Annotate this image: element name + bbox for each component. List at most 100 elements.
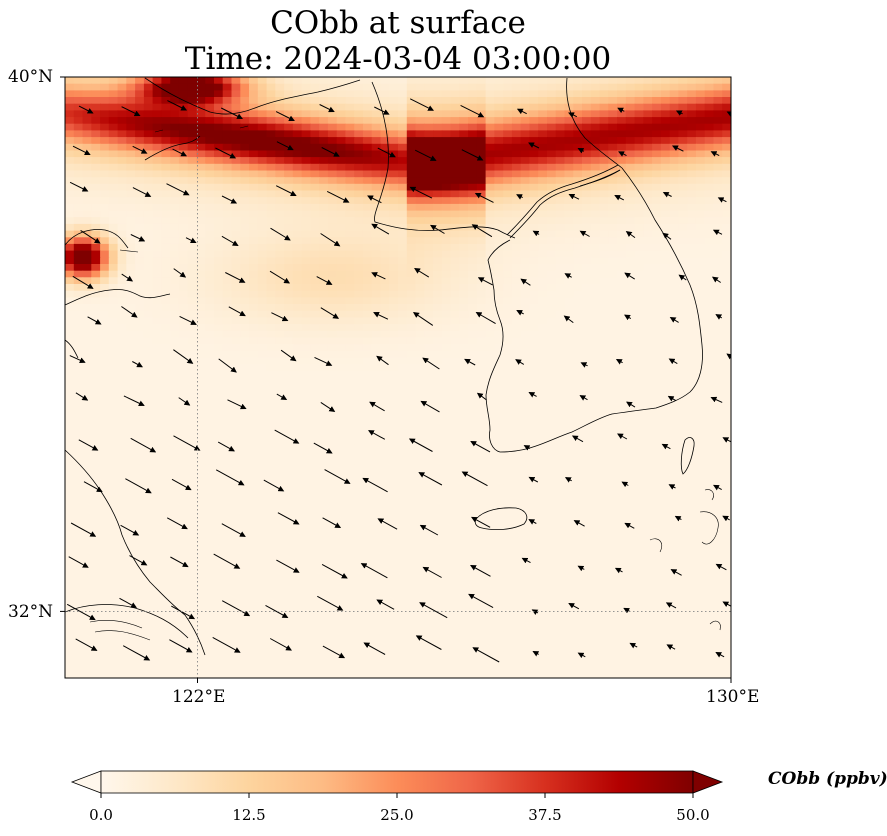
field-cell <box>301 424 311 432</box>
field-cell <box>362 437 373 445</box>
field-cell <box>459 217 469 225</box>
field-cell <box>65 90 75 98</box>
field-cell <box>336 237 347 245</box>
field-cell <box>652 123 662 131</box>
field-cell <box>660 404 671 412</box>
field-cell <box>257 437 268 445</box>
field-cell <box>590 357 601 365</box>
field-cell <box>573 337 583 345</box>
field-cell <box>178 370 189 379</box>
field-cell <box>398 384 408 392</box>
field-cell <box>669 190 680 198</box>
field-cell <box>713 197 723 205</box>
field-cell <box>152 90 162 98</box>
field-cell <box>564 324 574 332</box>
field-cell <box>494 330 504 339</box>
field-cell <box>722 110 731 118</box>
field-cell <box>240 344 250 352</box>
field-cell <box>187 444 198 452</box>
field-cell <box>65 370 75 379</box>
field-cell <box>608 397 618 405</box>
field-cell <box>187 177 198 185</box>
field-cell <box>336 230 347 238</box>
field-cell <box>310 304 320 312</box>
field-cell <box>362 330 373 339</box>
field-cell <box>327 497 338 505</box>
field-cell <box>573 290 583 298</box>
field-cell <box>634 143 644 152</box>
field-cell <box>117 250 127 258</box>
field-cell <box>625 177 636 185</box>
field-cell <box>170 350 180 359</box>
field-cell <box>573 330 583 339</box>
field-cell <box>643 217 653 225</box>
field-cell <box>441 90 452 98</box>
field-cell <box>511 497 522 505</box>
field-cell <box>503 217 513 225</box>
field-cell <box>643 364 653 372</box>
field-cell <box>529 243 539 252</box>
field-cell <box>389 350 399 359</box>
field-cell <box>704 123 715 131</box>
field-cell <box>310 451 320 459</box>
field-cell <box>415 250 425 258</box>
field-cell <box>91 437 101 445</box>
field-cell <box>476 297 487 305</box>
field-cell <box>503 357 513 365</box>
field-cell <box>187 90 198 98</box>
field-cell <box>590 277 601 285</box>
field-cell <box>599 137 609 145</box>
field-cell <box>599 304 609 312</box>
field-cell <box>310 137 320 145</box>
field-cell <box>459 404 469 412</box>
field-cell <box>450 210 460 218</box>
field-cell <box>275 337 285 345</box>
field-cell <box>433 384 443 392</box>
field-cell <box>354 497 364 505</box>
field-cell <box>459 143 469 152</box>
field-cell <box>336 430 347 439</box>
field-cell <box>275 297 285 305</box>
field-cell <box>345 370 355 379</box>
field-cell <box>669 430 680 439</box>
field-cell <box>424 97 434 105</box>
field-cell <box>170 110 180 118</box>
field-cell <box>143 264 154 272</box>
field-cell <box>266 170 276 178</box>
field-cell <box>625 330 636 339</box>
field-cell <box>249 117 259 125</box>
field-cell <box>582 237 592 245</box>
field-cell <box>398 223 408 232</box>
field-cell <box>214 317 224 325</box>
field-cell <box>284 357 294 365</box>
field-cell <box>529 350 539 359</box>
field-cell <box>643 464 653 472</box>
field-cell <box>389 410 399 419</box>
field-cell <box>634 377 644 385</box>
field-cell <box>643 277 653 285</box>
field-cell <box>511 370 522 379</box>
field-cell <box>424 370 434 379</box>
field-cell <box>257 270 268 278</box>
field-cell <box>100 397 110 405</box>
field-cell <box>441 223 452 232</box>
field-cell <box>108 477 119 485</box>
field-cell <box>82 110 92 118</box>
field-cell <box>240 183 250 192</box>
field-cell <box>65 230 75 238</box>
field-cell <box>520 210 531 218</box>
field-cell <box>319 384 329 392</box>
field-cell <box>476 484 487 492</box>
field-cell <box>450 324 460 332</box>
field-cell <box>389 223 399 232</box>
field-cell <box>450 90 460 98</box>
field-cell <box>354 103 364 111</box>
field-cell <box>266 250 276 258</box>
field-cell <box>336 277 347 285</box>
field-cell <box>187 344 198 352</box>
field-cell <box>485 170 495 178</box>
field-cell <box>161 90 171 98</box>
field-cell <box>468 504 478 512</box>
field-cell <box>415 370 425 379</box>
field-cell <box>468 424 478 432</box>
